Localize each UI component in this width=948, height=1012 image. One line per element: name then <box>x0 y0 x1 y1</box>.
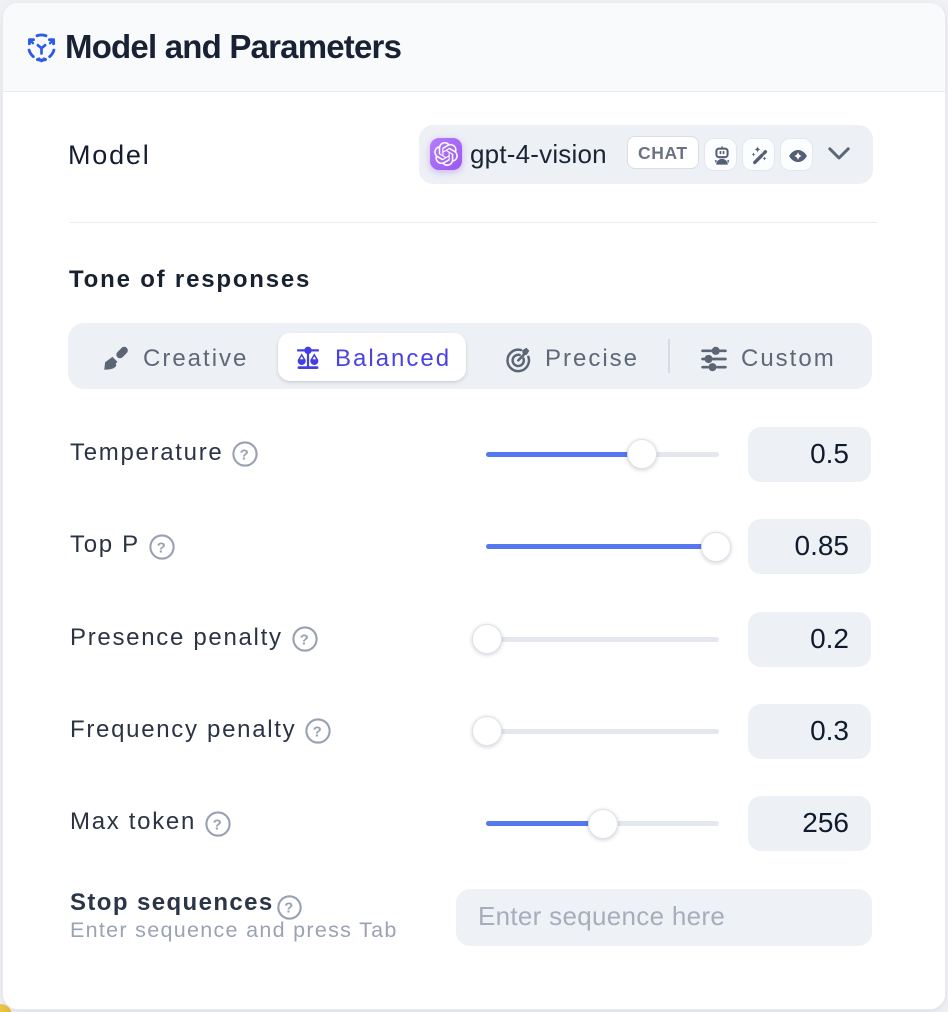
svg-text:?: ? <box>156 539 167 556</box>
svg-text:?: ? <box>213 816 224 833</box>
svg-text:?: ? <box>299 631 310 648</box>
svg-text:?: ? <box>284 900 294 916</box>
svg-text:?: ? <box>240 446 251 463</box>
svg-text:?: ? <box>313 723 324 740</box>
